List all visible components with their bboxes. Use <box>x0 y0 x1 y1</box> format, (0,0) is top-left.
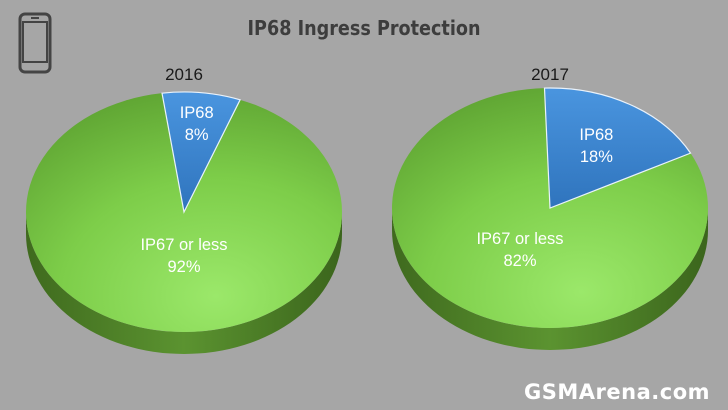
pie-year-label: 2017 <box>531 65 569 84</box>
slice-name-label: IP67 or less <box>476 230 563 248</box>
pie-slice-ip68 <box>543 87 692 209</box>
slice-name-label: IP68 <box>180 104 214 122</box>
slice-value-label: 8% <box>185 126 209 144</box>
slice-value-label: 18% <box>580 148 613 166</box>
smartphone-icon <box>18 12 52 74</box>
pie-side <box>392 208 708 350</box>
pie-side <box>26 212 342 354</box>
pie-slice-ip68 <box>161 91 241 214</box>
pie-year-label: 2016 <box>165 65 203 84</box>
slice-name-label: IP68 <box>579 126 613 144</box>
slice-value-label: 92% <box>167 258 200 276</box>
slice-name-label: IP67 or less <box>140 236 227 254</box>
watermark-logo: GSMArena.com <box>524 380 710 404</box>
slice-value-label: 82% <box>503 252 536 270</box>
pie-chart-2017: 2017 IP68 18% IP67 or less 82% <box>392 65 709 350</box>
page-title: IP68 Ingress Protection <box>247 16 481 40</box>
pie-chart-2016: 2016 IP68 8% IP67 or less 92% <box>26 65 343 354</box>
